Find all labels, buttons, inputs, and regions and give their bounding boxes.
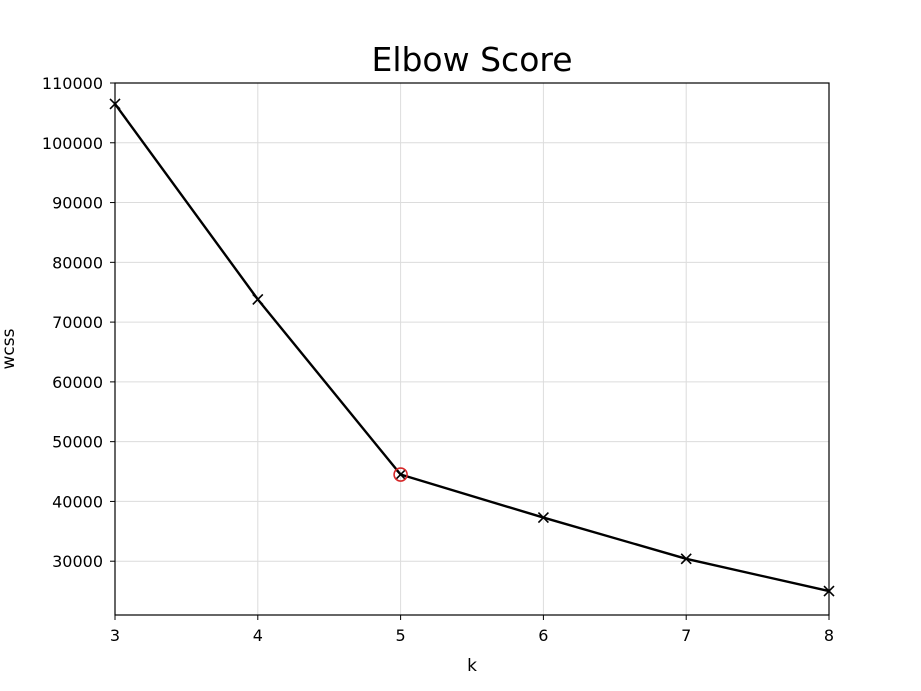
x-tick-label: 5 [396,626,406,645]
chart-title: Elbow Score [371,40,572,79]
x-tick-label: 3 [110,626,120,645]
data-point [680,553,692,565]
grid [114,82,830,615]
y-tick-label: 90000 [52,194,103,213]
y-tick-label: 30000 [52,552,103,571]
x-tick-label: 6 [538,626,548,645]
y-axis-label: wcss [0,328,19,369]
y-tick-label: 50000 [52,433,103,452]
x-tick-label: 4 [253,626,263,645]
y-tick-label: 80000 [52,253,103,272]
series [114,103,830,593]
markers [109,98,835,597]
y-tick-label: 110000 [42,74,103,93]
x-tick-label: 8 [824,626,834,645]
ticks: 3 4 5 6 7 8 30000 40000 50000 60000 70000 80000 9000… [42,74,834,645]
data-point [252,293,264,305]
y-tick-label: 70000 [52,313,103,332]
data-point [537,512,549,524]
y-tick-label: 40000 [52,492,103,511]
y-tick-label: 100000 [42,134,103,153]
x-tick-label: 7 [681,626,691,645]
y-tick-label: 60000 [52,373,103,392]
data-point [395,468,407,481]
elbow-point-marker [393,467,408,482]
x-axis-label: k [467,656,477,676]
plot-frame [114,82,830,616]
series-line [114,103,830,593]
